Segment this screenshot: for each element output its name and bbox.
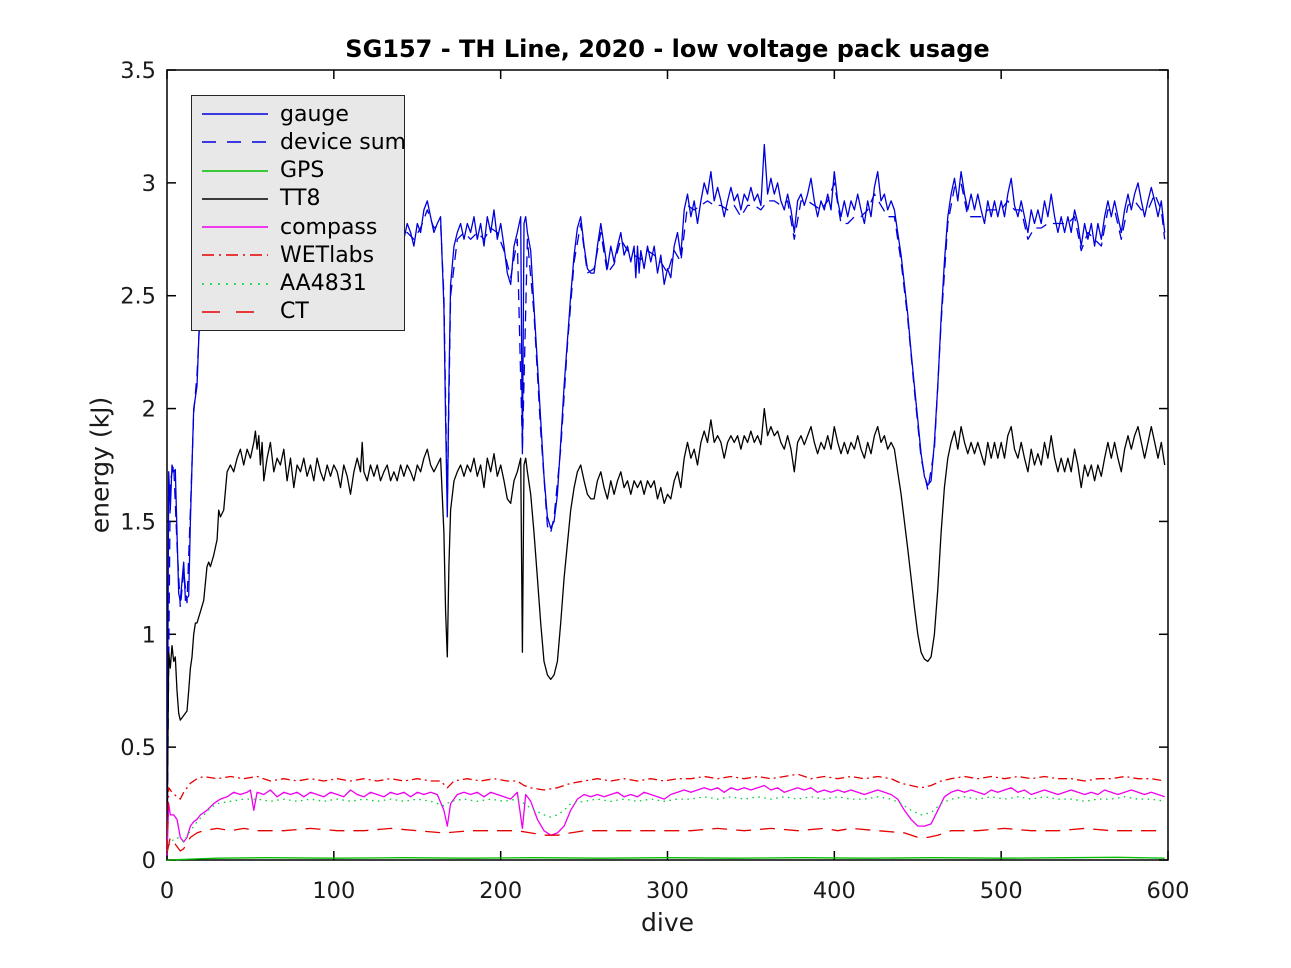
- legend-item-wetlabs: WETlabs: [200, 242, 404, 269]
- legend-label-tt8: TT8: [280, 186, 321, 212]
- legend-swatch-gps-icon: [202, 169, 268, 172]
- series-device-sum: [166, 182, 1166, 856]
- x-tick-label: 400: [813, 878, 856, 904]
- legend: gauge device sum GPS TT8 compass WETlabs AA483…: [191, 95, 407, 331]
- legend-swatch-compass-icon: [202, 226, 268, 228]
- legend-item-ct: CT: [200, 298, 404, 325]
- legend-swatch-gauge-icon: [202, 113, 268, 115]
- legend-item-tt8: TT8: [200, 185, 404, 212]
- chart-title: SG157 - TH Line, 2020 - low voltage pack…: [345, 35, 990, 63]
- legend-swatch-wetlabs-icon: [202, 254, 268, 257]
- x-tick-label: 500: [980, 878, 1023, 904]
- series-wetlabs: [166, 773, 1165, 849]
- series-ct: [166, 827, 1165, 854]
- legend-label-gauge: gauge: [280, 101, 349, 127]
- series-aa4831: [166, 796, 1165, 852]
- y-tick-label: 1: [142, 622, 156, 648]
- legend-swatch-device-sum-icon: [202, 141, 268, 144]
- legend-label-device-sum: device sum: [280, 129, 407, 155]
- legend-item-gauge: gauge: [200, 101, 404, 128]
- legend-label-aa4831: AA4831: [280, 271, 367, 297]
- legend-label-ct: CT: [280, 299, 309, 325]
- legend-item-gps: GPS: [200, 157, 404, 184]
- y-tick-label: 0: [142, 848, 156, 874]
- series-gps: [166, 856, 1165, 861]
- axis-tick-labels: 0 100 200 300 400 500 600 0 0.5 1 1.5 2 2.5 3 3.5: [120, 58, 1189, 904]
- legend-item-compass: compass: [200, 214, 404, 241]
- legend-swatch-tt8-icon: [202, 198, 268, 200]
- legend-label-wetlabs: WETlabs: [280, 242, 375, 268]
- y-tick-label: 3: [142, 171, 156, 197]
- y-tick-label: 0.5: [120, 735, 156, 761]
- x-tick-label: 100: [312, 878, 355, 904]
- series-compass: [166, 784, 1165, 856]
- x-tick-label: 0: [160, 878, 174, 904]
- legend-item-device-sum: device sum: [200, 129, 407, 156]
- x-axis-label: dive: [641, 908, 694, 937]
- x-tick-label: 300: [646, 878, 689, 904]
- y-tick-label: 3.5: [120, 58, 156, 84]
- y-tick-label: 1.5: [120, 509, 156, 535]
- legend-swatch-ct-icon: [202, 311, 268, 313]
- legend-item-aa4831: AA4831: [200, 270, 404, 297]
- legend-swatch-aa4831-icon: [202, 282, 268, 285]
- y-axis-label: energy (kJ): [85, 396, 115, 534]
- legend-label-gps: GPS: [280, 158, 325, 184]
- y-tick-label: 2.5: [120, 284, 156, 310]
- legend-label-compass: compass: [280, 214, 378, 240]
- x-tick-label: 600: [1147, 878, 1190, 904]
- x-tick-label: 200: [479, 878, 522, 904]
- y-tick-label: 2: [142, 397, 156, 423]
- series-tt8: [166, 407, 1166, 854]
